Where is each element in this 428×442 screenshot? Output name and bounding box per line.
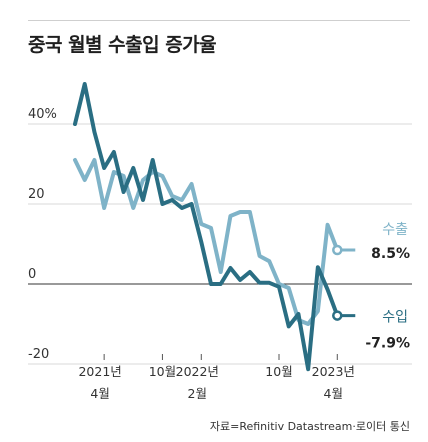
import-line-end-marker bbox=[332, 310, 343, 321]
top-rule bbox=[28, 20, 410, 21]
export-series-name: 수출 bbox=[382, 222, 408, 238]
source-note: 자료=Refinitiv Datastream·로이터 통신 bbox=[209, 420, 410, 433]
series-labels: 수출 8.5% 수입 -7.9% bbox=[365, 222, 410, 352]
x-tick-month: 10월 bbox=[265, 364, 292, 379]
import-series-name: 수입 bbox=[382, 310, 408, 326]
y-tick-label: 40% bbox=[28, 107, 57, 122]
x-tick-month: 4월 bbox=[90, 386, 109, 401]
export-line-end-marker bbox=[332, 244, 343, 256]
y-axis-labels: -20 0 20 40% bbox=[28, 107, 57, 362]
x-tick-month: 4월 bbox=[324, 386, 343, 401]
gridlines bbox=[28, 123, 412, 365]
y-tick-label: 0 bbox=[28, 267, 36, 282]
y-tick-label: 20 bbox=[28, 187, 45, 202]
x-tick-month: 2월 bbox=[188, 386, 207, 401]
export-line bbox=[73, 158, 340, 326]
import-line bbox=[73, 82, 340, 372]
import-value-label: -7.9% bbox=[365, 336, 410, 352]
x-tick-year: 2022년 bbox=[176, 364, 219, 379]
x-tick-year: 2023년 bbox=[312, 364, 355, 379]
series-lines bbox=[73, 82, 356, 372]
y-tick-label: -20 bbox=[28, 347, 49, 362]
x-tick-month: 10월 bbox=[149, 364, 176, 379]
chart-title: 중국 월별 수출입 증가율 bbox=[28, 34, 217, 56]
export-value-label: 8.5% bbox=[371, 246, 410, 262]
x-tick-year: 2021년 bbox=[78, 364, 121, 379]
